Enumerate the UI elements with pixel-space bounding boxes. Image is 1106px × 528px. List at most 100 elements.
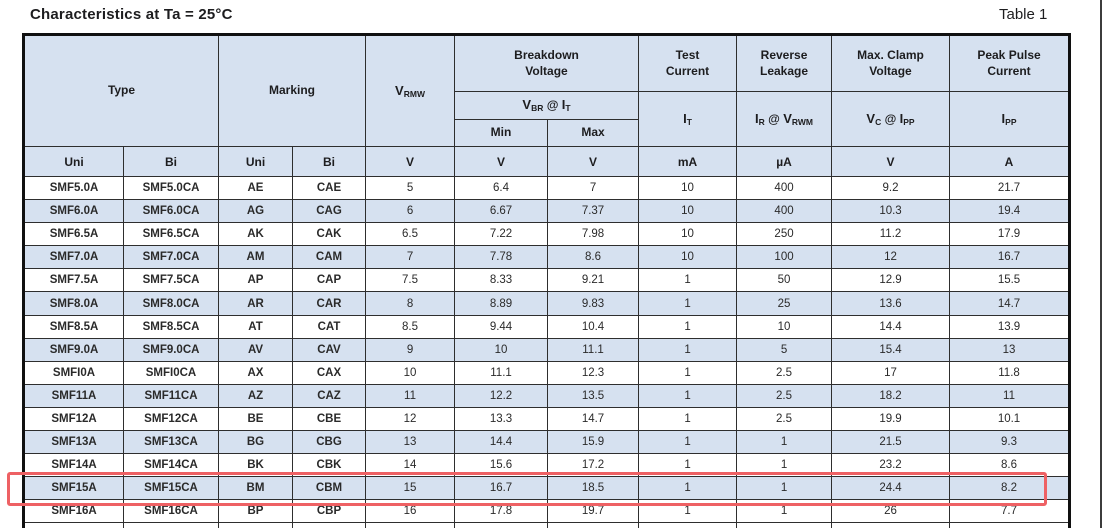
cell-v_rmw: 5 bbox=[365, 175, 456, 201]
cell-type_uni: SMF6.0A bbox=[23, 199, 124, 224]
cell-vbr_min: 6.4 bbox=[454, 175, 549, 201]
cell-v_rmw: 7 bbox=[365, 245, 456, 270]
cell-empty bbox=[736, 522, 833, 528]
cell-type_bi: SMFI0CA bbox=[123, 360, 219, 385]
table-row: SMF6.5A SMF6.5CA AK CAK 6.5 7.22 7.98 10 250 11.2… bbox=[23, 222, 1071, 247]
cell-marking_bi: CAX bbox=[291, 360, 367, 385]
cell-marking_uni: AT bbox=[218, 314, 293, 339]
characteristics-table-wrap: Type Marking VRMW Breakdown Voltage Test… bbox=[22, 33, 1072, 528]
cell-type_bi: SMF12CA bbox=[123, 406, 219, 432]
table-number-label: Table 1 bbox=[999, 6, 1048, 23]
cell-marking_bi: CAZ bbox=[291, 383, 367, 408]
cell-empty bbox=[949, 522, 1071, 528]
cell-marking_bi: CAM bbox=[291, 245, 367, 270]
cell-vbr_max: 7.37 bbox=[547, 199, 640, 224]
cell-v_rmw: 6.5 bbox=[365, 222, 456, 247]
cell-i_pp: 21.7 bbox=[949, 175, 1071, 201]
cell-vbr_min: 16.7 bbox=[454, 476, 549, 501]
table-row: SMF9.0A SMF9.0CA AV CAV 9 10 11.1 1 5 15.4 13 bbox=[23, 337, 1071, 362]
cell-type_bi: SMF7.5CA bbox=[123, 268, 219, 293]
cell-type_bi: SMF7.0CA bbox=[123, 245, 219, 270]
cell-v_c: 11.2 bbox=[831, 222, 951, 247]
characteristics-table: Type Marking VRMW Breakdown Voltage Test… bbox=[22, 33, 1072, 528]
col-header-test-current: Test Current bbox=[638, 34, 738, 92]
cell-marking_uni: AE bbox=[218, 175, 293, 201]
cell-type_uni: SMF13A bbox=[23, 430, 124, 455]
cell-v_rmw: 15 bbox=[365, 476, 456, 501]
vrmw-subscript: RMW bbox=[403, 88, 425, 99]
page-title: Characteristics at Ta = 25°C bbox=[30, 6, 233, 23]
cell-empty bbox=[638, 522, 738, 528]
cell-i_t: 10 bbox=[638, 175, 738, 201]
cell-empty bbox=[454, 522, 549, 528]
cell-type_uni: SMF15A bbox=[23, 476, 124, 501]
cell-marking_uni: AM bbox=[218, 245, 293, 270]
cell-type_bi: SMF8.0CA bbox=[123, 291, 219, 316]
cell-vbr_max: 13.5 bbox=[547, 383, 640, 408]
cell-type_uni: SMF9.0A bbox=[23, 337, 124, 362]
col-header-ir-at-vrwm: IR @ VRWM bbox=[736, 91, 833, 147]
cell-marking_bi: CAP bbox=[291, 268, 367, 293]
unit-cell-type_uni: Uni bbox=[23, 146, 124, 177]
table-row: SMF14A SMF14CA BK CBK 14 15.6 17.2 1 1 23.2 8.6 bbox=[23, 453, 1071, 478]
cell-i_pp: 14.7 bbox=[949, 291, 1071, 316]
cell-marking_uni: AX bbox=[218, 360, 293, 385]
cell-vbr_max: 11.1 bbox=[547, 337, 640, 362]
cell-i_pp: 15.5 bbox=[949, 268, 1071, 293]
cell-i_t: 10 bbox=[638, 222, 738, 247]
col-header-vc-at-ipp: VC @ IPP bbox=[831, 91, 951, 147]
cell-type_uni: SMF12A bbox=[23, 406, 124, 432]
cell-type_uni: SMFI0A bbox=[23, 360, 124, 385]
cell-i_pp: 13 bbox=[949, 337, 1071, 362]
page-border-line bbox=[1100, 0, 1102, 528]
table-body: SMF5.0A SMF5.0CA AE CAE 5 6.4 7 10 400 9.2 21.7 SMF… bbox=[23, 175, 1071, 528]
cell-empty bbox=[831, 522, 951, 528]
cell-marking_bi: CAR bbox=[291, 291, 367, 316]
cell-i_r: 10 bbox=[736, 314, 833, 339]
cell-i_r: 250 bbox=[736, 222, 833, 247]
cell-v_rmw: 14 bbox=[365, 453, 456, 478]
table-row: SMF7.5A SMF7.5CA AP CAP 7.5 8.33 9.21 1 50 12.9 15… bbox=[23, 268, 1071, 293]
col-header-type: Type bbox=[23, 34, 219, 147]
cell-empty bbox=[291, 522, 367, 528]
cell-marking_uni: AZ bbox=[218, 383, 293, 408]
cell-vbr_max: 9.83 bbox=[547, 291, 640, 316]
cell-vbr_max: 19.7 bbox=[547, 499, 640, 524]
col-header-max: Max bbox=[547, 119, 640, 147]
unit-cell-i_t: mA bbox=[638, 146, 738, 177]
cell-type_bi: SMF6.0CA bbox=[123, 199, 219, 224]
cell-vbr_min: 7.78 bbox=[454, 245, 549, 270]
cell-i_r: 2.5 bbox=[736, 406, 833, 432]
table-row: SMF5.0A SMF5.0CA AE CAE 5 6.4 7 10 400 9.2 21.7 bbox=[23, 175, 1071, 201]
table-row: SMF16A SMF16CA BP CBP 16 17.8 19.7 1 1 26 7.7 bbox=[23, 499, 1071, 524]
cell-type_bi: SMF6.5CA bbox=[123, 222, 219, 247]
cell-vbr_min: 12.2 bbox=[454, 383, 549, 408]
table-row-partial bbox=[23, 522, 1071, 528]
unit-cell-i_r: µA bbox=[736, 146, 833, 177]
cell-empty bbox=[218, 522, 293, 528]
cell-i_t: 1 bbox=[638, 476, 738, 501]
cell-v_c: 13.6 bbox=[831, 291, 951, 316]
cell-type_bi: SMF8.5CA bbox=[123, 314, 219, 339]
cell-v_rmw: 10 bbox=[365, 360, 456, 385]
unit-cell-v_rmw: V bbox=[365, 146, 456, 177]
cell-type_bi: SMF13CA bbox=[123, 430, 219, 455]
cell-v_c: 10.3 bbox=[831, 199, 951, 224]
cell-vbr_min: 7.22 bbox=[454, 222, 549, 247]
table-row: SMFI0A SMFI0CA AX CAX 10 11.1 12.3 1 2.5 17 11.8 bbox=[23, 360, 1071, 385]
cell-v_c: 12 bbox=[831, 245, 951, 270]
cell-vbr_min: 15.6 bbox=[454, 453, 549, 478]
cell-i_t: 1 bbox=[638, 383, 738, 408]
cell-vbr_max: 15.9 bbox=[547, 430, 640, 455]
cell-marking_bi: CBP bbox=[291, 499, 367, 524]
unit-cell-vbr_max: V bbox=[547, 146, 640, 177]
cell-empty bbox=[123, 522, 219, 528]
cell-vbr_max: 14.7 bbox=[547, 406, 640, 432]
cell-vbr_max: 12.3 bbox=[547, 360, 640, 385]
cell-v_c: 12.9 bbox=[831, 268, 951, 293]
cell-v_c: 21.5 bbox=[831, 430, 951, 455]
cell-v_rmw: 16 bbox=[365, 499, 456, 524]
table-row: SMF8.0A SMF8.0CA AR CAR 8 8.89 9.83 1 25 13.6 14.7 bbox=[23, 291, 1071, 316]
cell-type_uni: SMF16A bbox=[23, 499, 124, 524]
